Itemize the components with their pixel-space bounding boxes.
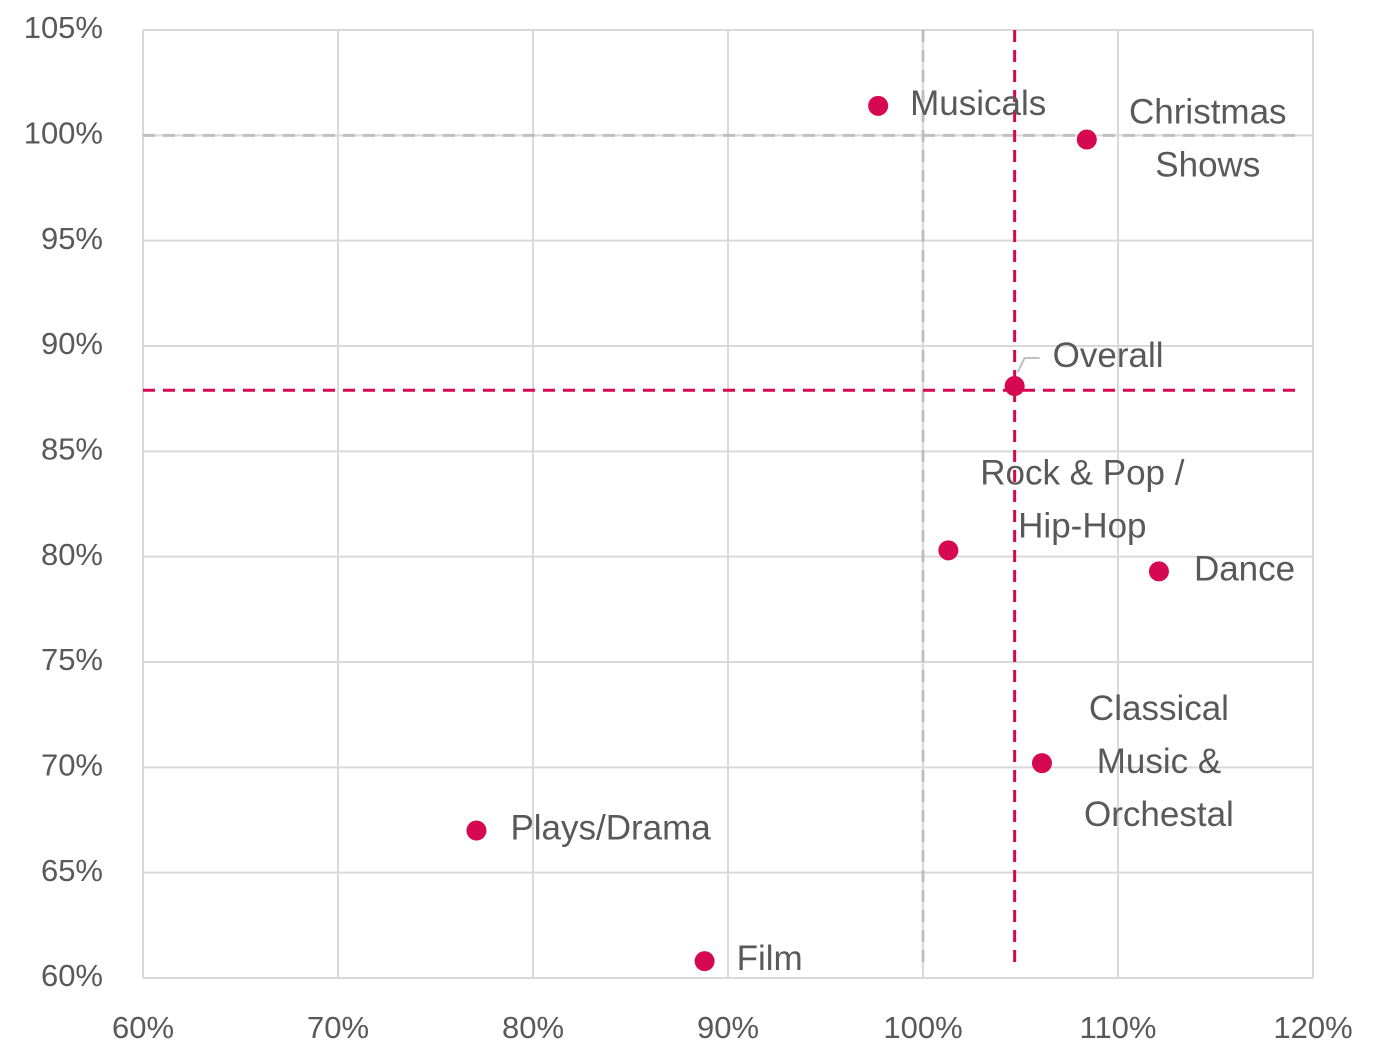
point-label: Christmas Shows: [1129, 93, 1287, 185]
point: [1148, 561, 1169, 582]
y-tick-label: 65%: [41, 853, 103, 888]
y-tick-label: 90%: [41, 326, 103, 361]
point-label: Dance: [1194, 550, 1295, 589]
point-label-line: Classical: [1089, 689, 1229, 728]
point: [1076, 129, 1097, 150]
point: [466, 820, 487, 841]
point-label-line: Rock & Pop /: [980, 454, 1185, 493]
point-label-line: Plays/Drama: [510, 809, 711, 848]
point-label-line: Music &: [1097, 742, 1221, 781]
point-label-line: Dance: [1194, 550, 1295, 589]
point-label: Classical Music & Orchestal: [1084, 689, 1234, 834]
point: [694, 951, 715, 972]
point-label: Overall: [1053, 336, 1164, 375]
y-tick-label: 70%: [41, 748, 103, 783]
y-tick-label: 80%: [41, 537, 103, 572]
y-tick-label: 60%: [41, 958, 103, 993]
point-label-line: Film: [737, 939, 803, 978]
x-tick-label: 60%: [112, 1010, 174, 1045]
point: [1031, 753, 1052, 774]
leader-line: [1016, 357, 1040, 373]
point: [1004, 376, 1025, 397]
point: [868, 95, 889, 116]
point-label: Musicals: [910, 84, 1046, 123]
point-label: Plays/Drama: [510, 809, 711, 848]
point-label-line: Overall: [1053, 336, 1164, 375]
x-tick-label: 110%: [1080, 1010, 1157, 1045]
point-label: Rock & Pop / Hip-Hop: [980, 454, 1185, 546]
point: [938, 540, 959, 561]
y-tick-label: 85%: [41, 432, 103, 467]
point-label: Film: [737, 939, 803, 978]
point-label-line: Musicals: [910, 84, 1046, 123]
x-tick-label: 80%: [502, 1010, 564, 1045]
y-tick-label: 95%: [41, 221, 103, 256]
point-label-line: Hip-Hop: [1018, 507, 1146, 546]
point-label-line: Shows: [1155, 146, 1260, 185]
x-tick-label: 100%: [883, 1010, 962, 1045]
y-tick-label: 100%: [24, 116, 103, 151]
x-tick-label: 120%: [1273, 1010, 1352, 1045]
x-tick-label: 70%: [307, 1010, 369, 1045]
y-tick-label: 105%: [24, 10, 103, 45]
y-tick-label: 75%: [41, 642, 103, 677]
point-label-line: Orchestal: [1084, 795, 1234, 834]
x-tick-label: 90%: [697, 1010, 759, 1045]
point-label-line: Christmas: [1129, 93, 1287, 132]
